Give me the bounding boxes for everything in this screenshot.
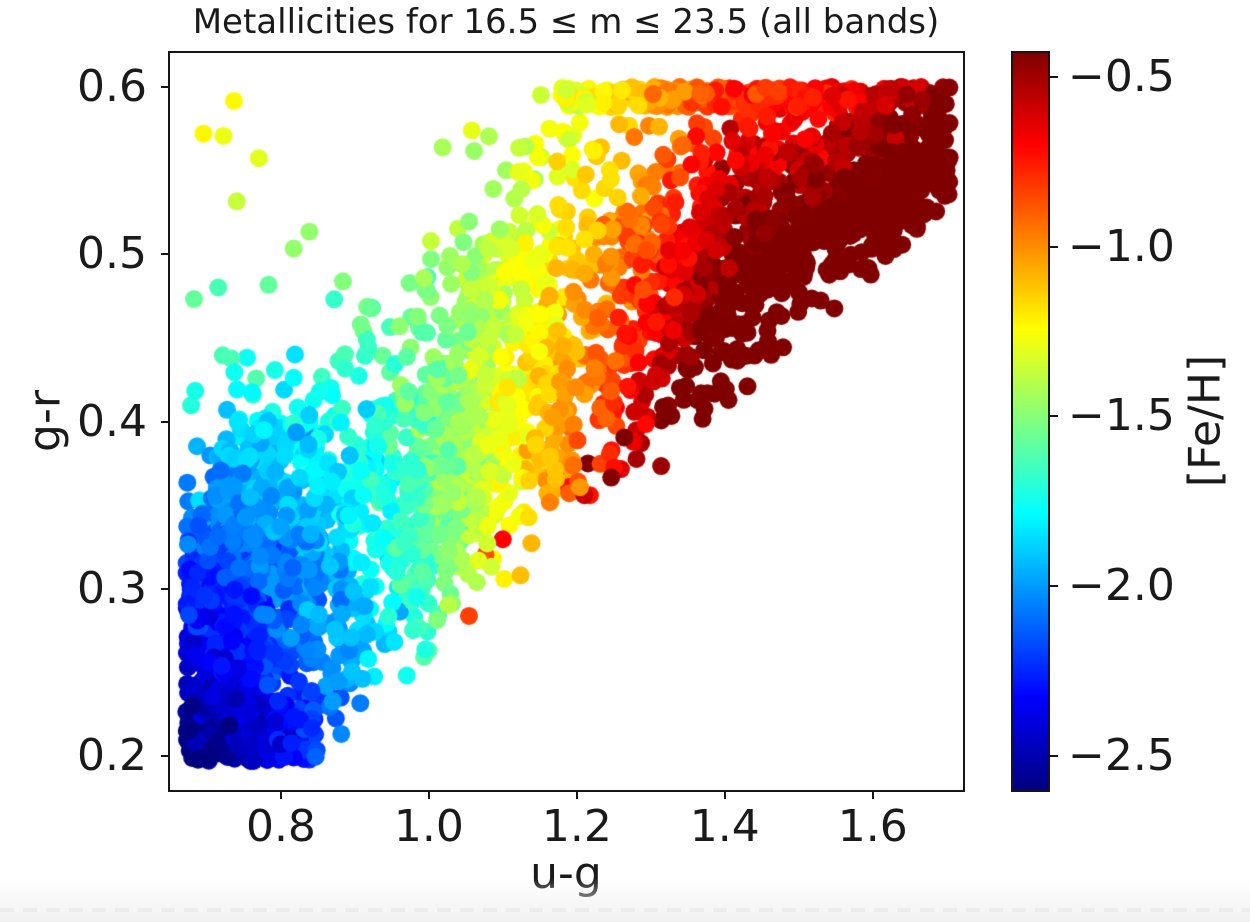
x-tick-label: 1.2	[541, 801, 612, 852]
y-tick-label: 0.4	[77, 395, 147, 447]
colorbar-tick-label: −0.5	[1068, 50, 1175, 102]
colorbar-tick-label: −2.0	[1068, 560, 1175, 612]
y-tick-mark	[161, 420, 169, 423]
x-tick-mark	[723, 791, 726, 799]
y-tick-label: 0.3	[77, 562, 147, 614]
y-axis-label: g-r	[19, 390, 71, 452]
colorbar-tick-mark	[1050, 755, 1058, 758]
x-tick-mark	[575, 791, 578, 799]
colorbar-tick-label: −1.5	[1068, 390, 1175, 442]
colorbar-tick-label: −2.5	[1068, 730, 1175, 782]
scatter-canvas	[170, 53, 963, 790]
y-tick-label: 0.6	[77, 60, 147, 112]
colorbar-tick-mark	[1050, 585, 1058, 588]
colorbar	[1011, 51, 1050, 792]
x-tick-mark	[871, 791, 874, 799]
x-tick-label: 1.0	[393, 801, 464, 852]
y-tick-mark	[161, 253, 169, 256]
colorbar-tick-mark	[1050, 245, 1058, 248]
colorbar-tick-mark	[1050, 75, 1058, 78]
x-tick-label: 1.4	[689, 801, 760, 852]
y-tick-label: 0.2	[77, 730, 147, 782]
chart-title: Metallicities for 16.5 ≤ m ≤ 23.5 (all b…	[192, 2, 940, 42]
x-tick-mark	[279, 791, 282, 799]
x-tick-label: 0.8	[245, 801, 316, 852]
y-tick-mark	[161, 755, 169, 758]
window-edge-strip	[0, 878, 1250, 922]
colorbar-tick-label: −1.0	[1068, 220, 1175, 272]
y-tick-mark	[161, 587, 169, 590]
window-edge-dashes	[0, 908, 1250, 912]
y-tick-mark	[161, 85, 169, 88]
colorbar-tick-mark	[1050, 415, 1058, 418]
x-tick-label: 1.6	[837, 801, 908, 852]
y-tick-label: 0.5	[77, 228, 147, 280]
x-tick-mark	[427, 791, 430, 799]
colorbar-label: [Fe/H]	[1179, 354, 1231, 488]
